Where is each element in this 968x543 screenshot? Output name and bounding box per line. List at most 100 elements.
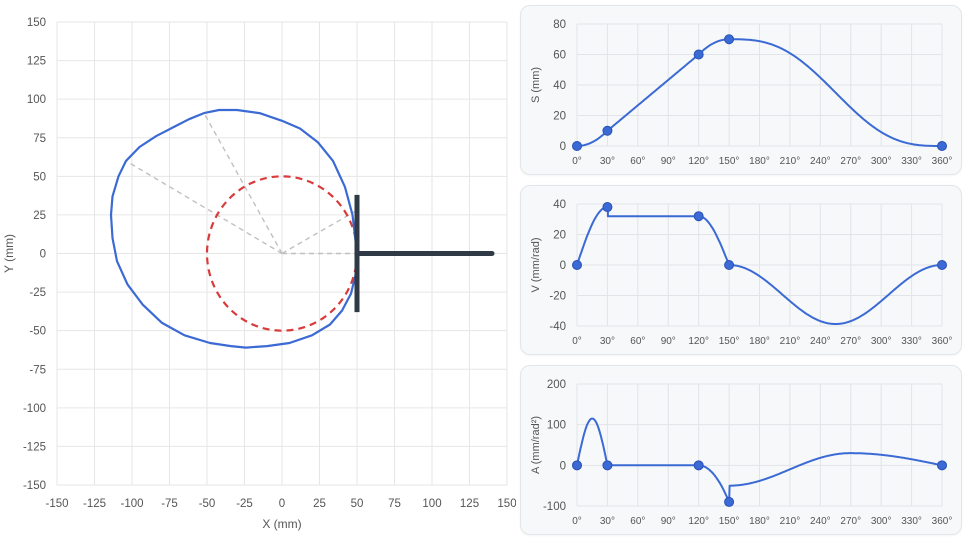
data-point: [572, 260, 582, 270]
x-tick-label: 240°: [810, 516, 831, 527]
x-tick-label: 180°: [749, 336, 770, 347]
x-tick-label: 0°: [572, 336, 582, 347]
x-tick-label: 270°: [840, 156, 861, 167]
x-tick-label: 60°: [630, 516, 645, 527]
y-tick-label: 40: [553, 80, 566, 92]
y-tick-label: 150: [27, 17, 46, 29]
x-tick-label: 300°: [871, 336, 892, 347]
x-tick-label: 60°: [630, 156, 645, 167]
data-point: [602, 125, 613, 136]
displacement-chart: 0° 30° 60° 90° 120° 150° 180° 210° 240° 270° 300° 3…: [530, 19, 953, 167]
x-tick-label: 150: [497, 498, 516, 510]
data-point: [724, 496, 735, 507]
x-tick-label: 210°: [780, 336, 801, 347]
y-tick-label: 0: [560, 460, 566, 472]
y-tick-label: 40: [553, 199, 566, 211]
x-tick-label: 270°: [840, 336, 861, 347]
y-tick-label: -100: [543, 501, 566, 513]
x-tick-label: -125: [83, 498, 106, 510]
y-tick-label: 0: [560, 141, 566, 153]
y-tick-label: 125: [27, 56, 46, 68]
y-axis-title: Y (mm): [2, 234, 16, 273]
x-tick-label: 0: [279, 498, 285, 510]
y-axis-title: A (mm/rad²): [530, 416, 542, 474]
x-tick-label: 300°: [871, 156, 892, 167]
y-tick-label: 25: [33, 210, 46, 222]
y-tick-label: -20: [549, 291, 566, 303]
x-tick-label: 330°: [901, 336, 922, 347]
x-tick-label: 0°: [572, 516, 582, 527]
x-tick-label: 125: [460, 498, 479, 510]
radial-guide-line: [125, 160, 283, 255]
data-point: [572, 141, 582, 151]
x-tick-label: 30°: [600, 336, 615, 347]
x-tick-label: 25: [313, 498, 326, 510]
x-tick-label: 270°: [840, 516, 861, 527]
x-tick-label: 90°: [661, 336, 676, 347]
x-tick-label: 120°: [688, 156, 709, 167]
x-tick-label: 180°: [749, 516, 770, 527]
x-tick-label: 30°: [600, 516, 615, 527]
series-line: [576, 38, 943, 147]
y-tick-label: 100: [547, 420, 566, 432]
y-tick-label: -25: [29, 287, 46, 299]
data-point: [724, 260, 735, 270]
x-tick-label: 180°: [749, 156, 770, 167]
y-tick-label: -100: [23, 403, 46, 415]
data-point: [937, 260, 947, 270]
displacement-card: 0° 30° 60° 90° 120° 150° 180° 210° 240° 270° 300° 3…: [520, 5, 962, 175]
acceleration-card: 0° 30° 60° 90° 120° 150° 180° 210° 240° 270° 300° 3…: [520, 365, 962, 535]
data-point: [693, 460, 704, 471]
x-tick-label: -25: [236, 498, 253, 510]
y-tick-label: 0: [560, 260, 566, 272]
data-point: [602, 460, 613, 471]
x-tick-label: 330°: [901, 156, 922, 167]
cam-profile-chart: -150 -125 -100 -75 -50 -25 0 25 50 75 100 125 150 150…: [2, 17, 517, 531]
y-tick-label: -40: [549, 321, 566, 333]
cam-profile-curve: [109, 108, 359, 349]
x-axis-title: X (mm): [262, 517, 301, 531]
x-tick-label: 30°: [600, 156, 615, 167]
data-point: [937, 460, 947, 471]
x-tick-label: 90°: [661, 516, 676, 527]
x-tick-label: -50: [199, 498, 216, 510]
x-tick-label: 50: [351, 498, 364, 510]
x-tick-label: 240°: [810, 156, 831, 167]
x-tick-label: 0°: [572, 156, 582, 167]
data-point: [602, 202, 613, 213]
x-tick-label: 150°: [719, 336, 740, 347]
radial-guide-line: [203, 112, 283, 254]
y-axis-title: S (mm): [530, 67, 542, 103]
radial-guide-line: [281, 209, 358, 255]
y-axis-title: V (mm/rad): [530, 238, 542, 293]
x-tick-label: 300°: [871, 516, 892, 527]
y-tick-label: 50: [33, 171, 46, 183]
acceleration-chart: 0° 30° 60° 90° 120° 150° 180° 210° 240° 270° 300° 3…: [530, 379, 953, 527]
data-point: [693, 49, 704, 60]
y-tick-label: 60: [553, 50, 566, 62]
x-tick-label: 75: [388, 498, 401, 510]
x-tick-label: 60°: [630, 336, 645, 347]
x-tick-label: 360°: [932, 336, 953, 347]
x-tick-label: 360°: [932, 516, 953, 527]
y-tick-label: -75: [29, 364, 46, 376]
cam-profile-panel: -150 -125 -100 -75 -50 -25 0 25 50 75 100 125 150 150…: [2, 17, 517, 531]
data-point: [693, 211, 704, 222]
data-point: [572, 460, 582, 471]
y-tick-label: 0: [40, 249, 46, 261]
y-tick-label: 100: [27, 94, 46, 106]
x-tick-label: 210°: [780, 516, 801, 527]
x-tick-label: 360°: [932, 156, 953, 167]
x-tick-label: -150: [45, 498, 68, 510]
y-tick-label: -50: [29, 326, 46, 338]
y-tick-label: 20: [553, 230, 566, 242]
x-tick-label: -75: [161, 498, 178, 510]
x-tick-label: 240°: [810, 336, 831, 347]
data-point: [937, 141, 947, 151]
x-tick-label: 150°: [719, 516, 740, 527]
y-tick-label: -125: [23, 441, 46, 453]
y-tick-label: 200: [547, 379, 566, 391]
data-point: [724, 34, 735, 45]
x-tick-label: 210°: [780, 156, 801, 167]
y-tick-label: -150: [23, 480, 46, 492]
